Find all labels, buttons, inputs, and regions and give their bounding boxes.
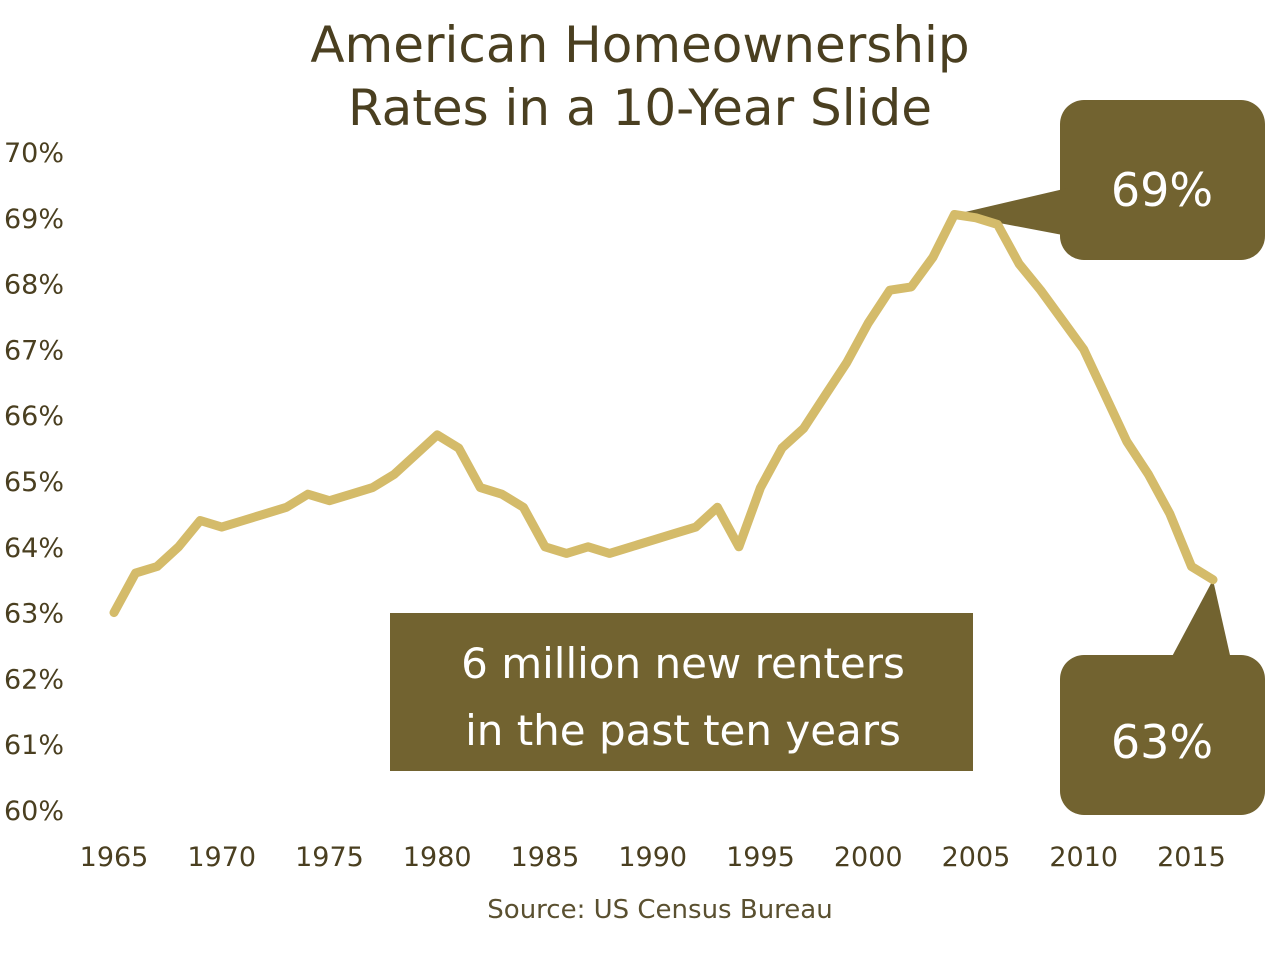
end-callout-box <box>1060 655 1265 815</box>
x-tick-label: 2010 <box>1049 842 1118 873</box>
peak-callout-label: 69% <box>1111 163 1213 217</box>
x-axis: 1965 1970 1975 1980 1985 1990 1995 2000 2005 2010… <box>80 842 1226 873</box>
homeownership-rate-line <box>109 210 1218 618</box>
peak-callout-box <box>1060 100 1265 260</box>
renters-note: 6 million new renters in the past ten ye… <box>390 613 973 771</box>
chart-title-line-2: Rates in a 10-Year Slide <box>347 79 933 137</box>
y-tick-label: 66% <box>4 401 64 432</box>
y-tick-label: 70% <box>4 138 64 169</box>
end-callout-pointer <box>1168 579 1232 664</box>
y-tick-label: 60% <box>4 796 64 827</box>
renters-note-line-1: 6 million new renters <box>461 639 905 688</box>
y-tick-label: 68% <box>4 270 64 301</box>
chart-title: American Homeownership Rates in a 10-Yea… <box>160 14 1120 140</box>
x-tick-label: 2005 <box>942 842 1011 873</box>
peak-callout: 69% <box>954 100 1265 260</box>
x-tick-label: 1995 <box>726 842 795 873</box>
y-tick-label: 61% <box>4 730 64 761</box>
x-tick-label: 1970 <box>187 842 256 873</box>
x-tick-label: 1980 <box>403 842 472 873</box>
x-tick-label: 2000 <box>834 842 903 873</box>
y-tick-label: 67% <box>4 335 64 366</box>
peak-callout-pointer <box>954 188 1068 236</box>
y-tick-label: 62% <box>4 664 64 695</box>
y-tick-label: 69% <box>4 204 64 235</box>
source-note: Source: US Census Bureau <box>487 895 833 925</box>
end-callout-label: 63% <box>1111 715 1213 769</box>
renters-note-line-2: in the past ten years <box>465 706 901 755</box>
x-tick-label: 1985 <box>511 842 580 873</box>
x-tick-label: 1965 <box>80 842 149 873</box>
y-axis: 60% 61% 62% 63% 64% 65% 66% 67% 68% 69% 70% <box>4 138 64 827</box>
chart-title-line-1: American Homeownership <box>310 16 970 74</box>
end-callout: 63% <box>1060 579 1265 815</box>
x-tick-label: 1990 <box>618 842 687 873</box>
x-tick-label: 1975 <box>295 842 364 873</box>
y-tick-label: 65% <box>4 467 64 498</box>
renters-note-box <box>390 613 973 771</box>
x-tick-label: 2015 <box>1157 842 1226 873</box>
y-tick-label: 63% <box>4 599 64 630</box>
y-tick-label: 64% <box>4 533 64 564</box>
